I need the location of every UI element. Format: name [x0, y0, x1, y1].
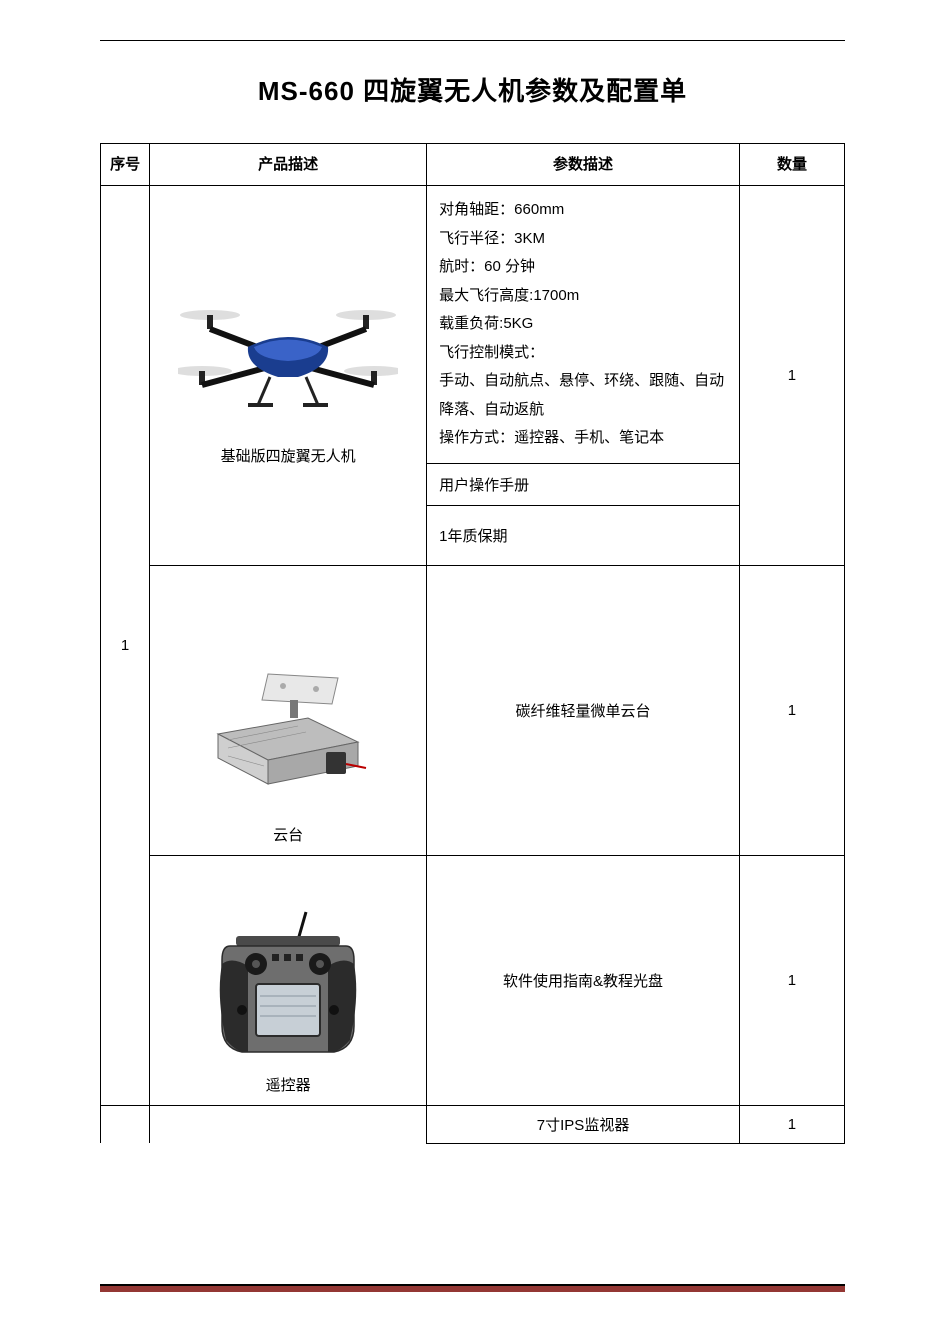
cell-manual: 用户操作手册: [427, 463, 740, 505]
cell-warranty: 1年质保期: [427, 505, 740, 565]
spec-table: 序号 产品描述 参数描述 数量 1: [100, 143, 845, 1144]
page-title: MS-660 四旋翼无人机参数及配置单: [100, 71, 845, 108]
spec-line: 操作方式：遥控器、手机、笔记本: [439, 424, 727, 453]
cell-idx: [101, 1105, 150, 1143]
cell-product: [150, 1105, 427, 1143]
cell-param: 软件使用指南&教程光盘: [427, 855, 740, 1105]
footer-bar: [100, 1284, 845, 1292]
col-header-idx: 序号: [101, 144, 150, 186]
drone-icon: [178, 287, 398, 437]
cell-product: 基础版四旋翼无人机: [150, 186, 427, 566]
cell-param: 碳纤维轻量微单云台: [427, 565, 740, 855]
spec-line: 对角轴距：660mm: [439, 196, 727, 225]
spec-line: 飞行控制模式：: [439, 339, 727, 368]
cell-param: 7寸IPS监视器: [427, 1105, 740, 1143]
table-row: 云台 碳纤维轻量微单云台 1: [101, 565, 845, 855]
spec-line: 载重负荷:5KG: [439, 310, 727, 339]
cell-qty: 1: [739, 186, 844, 566]
col-header-qty: 数量: [739, 144, 844, 186]
cell-qty: 1: [739, 855, 844, 1105]
spec-line: 最大飞行高度:1700m: [439, 282, 727, 311]
gimbal-icon: [198, 656, 378, 816]
cell-specs: 对角轴距：660mm 飞行半径：3KM 航时：60 分钟 最大飞行高度:1700…: [427, 186, 740, 464]
cell-qty: 1: [739, 565, 844, 855]
cell-product: 遥控器: [150, 855, 427, 1105]
cell-product: 云台: [150, 565, 427, 855]
table-row: 遥控器 软件使用指南&教程光盘 1: [101, 855, 845, 1105]
cell-qty: 1: [739, 1105, 844, 1143]
table-row: 7寸IPS监视器 1: [101, 1105, 845, 1143]
product-label: 云台: [273, 824, 303, 845]
product-label: 基础版四旋翼无人机: [221, 445, 356, 466]
col-header-product: 产品描述: [150, 144, 427, 186]
spec-line: 手动、自动航点、悬停、环绕、跟随、自动降落、自动返航: [439, 367, 727, 424]
top-rule: [100, 40, 845, 41]
table-header-row: 序号 产品描述 参数描述 数量: [101, 144, 845, 186]
cell-idx: 1: [101, 186, 150, 1106]
col-header-params: 参数描述: [427, 144, 740, 186]
product-label: 遥控器: [266, 1074, 311, 1095]
remote-icon: [208, 906, 368, 1066]
spec-line: 航时：60 分钟: [439, 253, 727, 282]
spec-line: 飞行半径：3KM: [439, 225, 727, 254]
table-row: 1: [101, 186, 845, 464]
